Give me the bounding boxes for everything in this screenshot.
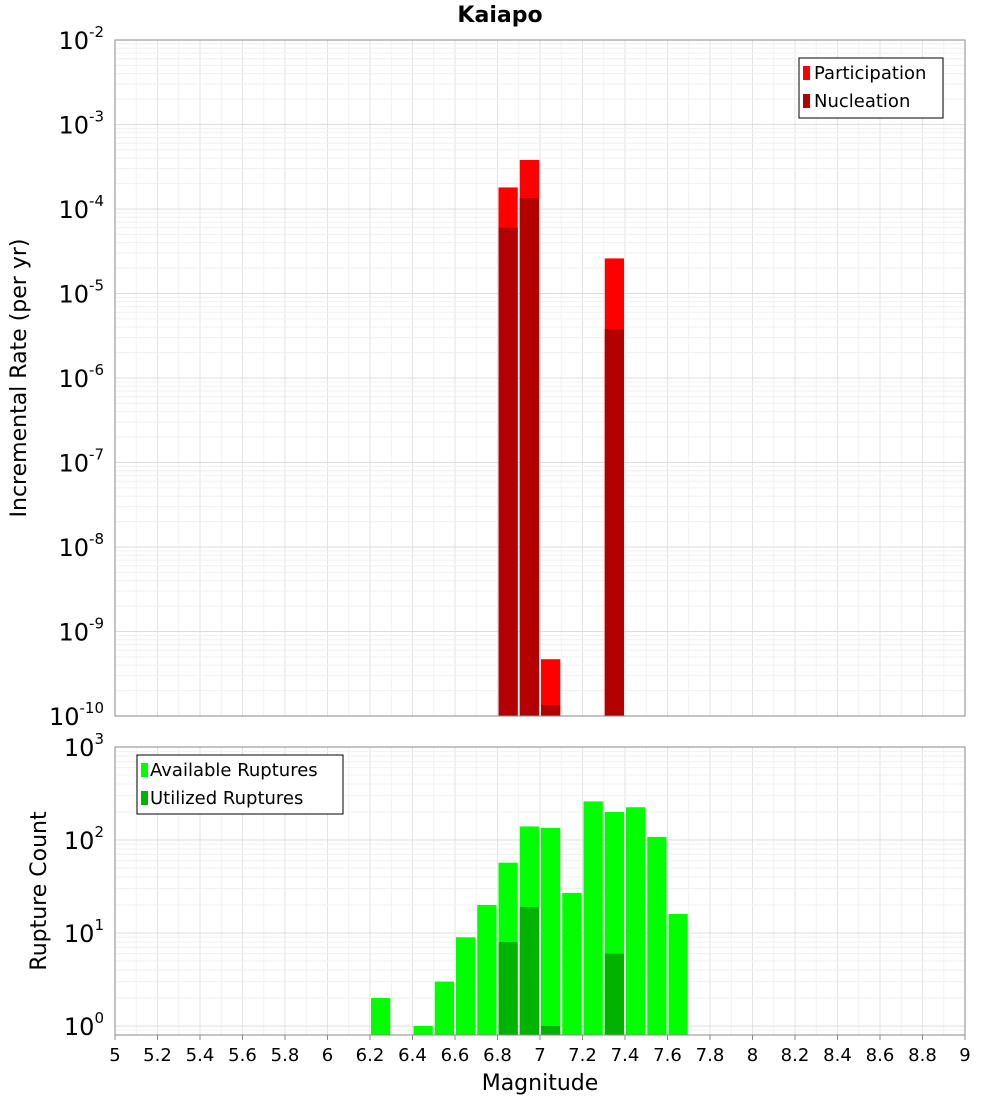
x-tick-label: 6 [322,1045,333,1066]
available-ruptures-bar [371,997,391,1035]
available-ruptures-bar [456,937,476,1035]
x-tick-label: 5.6 [228,1045,257,1066]
y-tick-label: 102 [64,823,104,855]
y-tick-label: 10-6 [58,361,104,393]
nucleation-bar [498,227,518,716]
x-tick-label: 6.4 [398,1045,427,1066]
top-bars [498,160,624,717]
y-tick-label: 10-10 [49,699,104,731]
y-tick-label: 100 [64,1009,104,1041]
x-tick-label: 9 [959,1045,970,1066]
y-tick-label: 10-3 [58,108,104,140]
y-tick-label: 103 [64,730,104,762]
top-grid [114,39,966,717]
top-plot-frame [114,39,966,717]
y-tick-label: 10-9 [58,615,104,647]
bottom-y-ticks: 103 102 101 100 [64,730,104,1041]
y-tick-label: 10-5 [58,277,104,309]
top-y-axis-label: Incremental Rate (per yr) [7,239,32,518]
x-tick-label: 7.6 [653,1045,682,1066]
bottom-y-axis-label: Rupture Count [27,811,52,971]
available-ruptures-bar [562,892,582,1035]
x-tick-label: 8.6 [866,1045,895,1066]
x-tick-label: 7.8 [696,1045,725,1066]
x-tick-label: 7 [534,1045,545,1066]
legend-nucleation-swatch [803,94,810,108]
y-tick-label: 10-8 [58,530,104,562]
available-ruptures-bar [477,905,497,1035]
x-tick-label: 6.6 [441,1045,470,1066]
top-y-ticks: 10-2 10-3 10-4 10-5 10-6 10-7 10-8 10-9 10-10 [49,23,104,731]
x-tick-label: 5.4 [186,1045,215,1066]
legend-utilized-label: Utilized Ruptures [150,788,303,809]
x-tick-label: 8.8 [908,1045,937,1066]
legend-available-label: Available Ruptures [150,760,318,781]
x-ticks: 5 5.2 5.4 5.6 5.8 6 6.2 6.4 6.6 6.8 7 7.2 7.4 7.6 7.8 8… [109,1035,971,1066]
x-tick-label: 5.8 [271,1045,300,1066]
nucleation-bar [604,329,624,716]
available-ruptures-bar [583,801,603,1035]
y-tick-label: 101 [64,916,104,948]
y-tick-label: 10-7 [58,446,104,478]
y-tick-label: 10-2 [58,23,104,55]
x-tick-label: 8.2 [781,1045,810,1066]
legend-nucleation-label: Nucleation [814,91,910,112]
x-tick-label: 8 [747,1045,758,1066]
x-tick-label: 5.2 [143,1045,172,1066]
participation-bar [541,659,561,716]
nucleation-bar [519,197,539,717]
x-tick-label: 5 [109,1045,120,1066]
chart-title: Kaiapo [457,3,542,28]
x-tick-label: 8.4 [823,1045,852,1066]
available-ruptures-bar [413,1025,433,1035]
available-ruptures-bar [647,836,667,1035]
legend-participation-label: Participation [814,63,926,84]
available-ruptures-bar [434,981,454,1035]
x-tick-label: 6.8 [483,1045,512,1066]
utilized-ruptures-bar [604,953,624,1035]
utilized-ruptures-bar [541,1025,561,1035]
available-ruptures-bar [626,807,646,1035]
utilized-ruptures-bar [519,907,539,1035]
legend-available-swatch [141,763,148,777]
legend-participation-swatch [803,66,810,80]
x-axis-label: Magnitude [482,1071,599,1096]
top-legend: Participation Nucleation [798,57,944,119]
x-tick-label: 6.2 [356,1045,385,1066]
bottom-legend: Available Ruptures Utilized Ruptures [136,754,344,815]
available-ruptures-bar [541,827,561,1035]
utilized-ruptures-bar [498,942,518,1035]
bottom-bars [371,801,688,1035]
x-tick-label: 7.4 [611,1045,640,1066]
available-ruptures-bar [668,914,688,1035]
nucleation-bar [541,704,561,716]
x-tick-label: 7.2 [568,1045,597,1066]
y-tick-label: 10-4 [58,192,104,224]
legend-utilized-swatch [141,791,148,805]
